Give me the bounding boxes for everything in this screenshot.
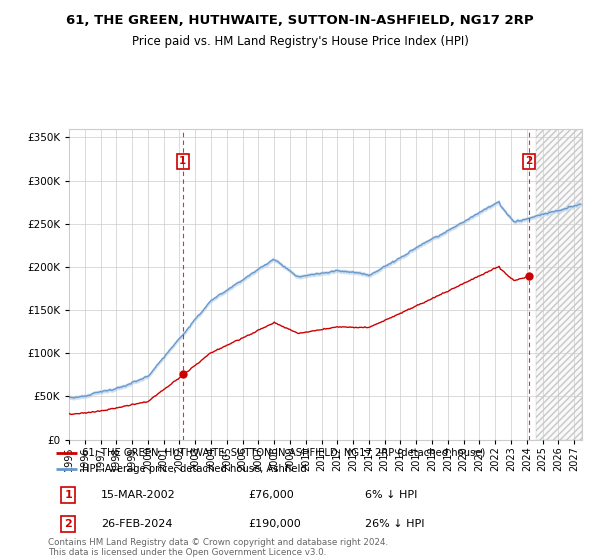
Text: 2: 2: [526, 156, 533, 166]
Text: Price paid vs. HM Land Registry's House Price Index (HPI): Price paid vs. HM Land Registry's House …: [131, 35, 469, 48]
Text: £76,000: £76,000: [248, 490, 295, 500]
Text: 61, THE GREEN, HUTHWAITE, SUTTON-IN-ASHFIELD, NG17 2RP: 61, THE GREEN, HUTHWAITE, SUTTON-IN-ASHF…: [66, 14, 534, 27]
Text: 15-MAR-2002: 15-MAR-2002: [101, 490, 176, 500]
Bar: [536, 129, 582, 440]
Text: 6% ↓ HPI: 6% ↓ HPI: [365, 490, 417, 500]
Bar: [536, 129, 582, 440]
Text: 2: 2: [64, 519, 72, 529]
Text: 26% ↓ HPI: 26% ↓ HPI: [365, 519, 424, 529]
Bar: [536, 129, 582, 440]
Text: Contains HM Land Registry data © Crown copyright and database right 2024.
This d: Contains HM Land Registry data © Crown c…: [48, 538, 388, 557]
Text: 26-FEB-2024: 26-FEB-2024: [101, 519, 172, 529]
Text: £190,000: £190,000: [248, 519, 301, 529]
Text: 61, THE GREEN, HUTHWAITE, SUTTON-IN-ASHFIELD, NG17 2RP (detached house): 61, THE GREEN, HUTHWAITE, SUTTON-IN-ASHF…: [82, 447, 485, 458]
Text: 1: 1: [179, 156, 187, 166]
Text: HPI: Average price, detached house, Ashfield: HPI: Average price, detached house, Ashf…: [82, 464, 307, 474]
Text: 1: 1: [64, 490, 72, 500]
